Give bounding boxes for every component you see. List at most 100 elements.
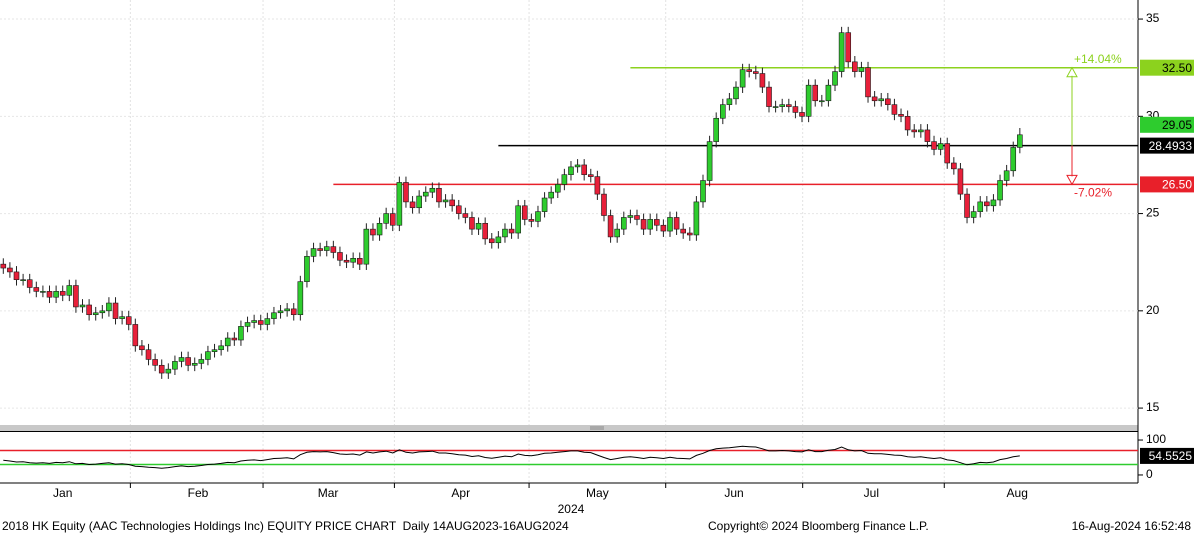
x-tick-label: May bbox=[586, 486, 609, 500]
panel-divider bbox=[0, 425, 1138, 431]
annotation: +14.04% bbox=[1074, 52, 1122, 66]
candle-body bbox=[911, 129, 918, 133]
candle-body bbox=[53, 291, 59, 298]
candle-body bbox=[766, 86, 772, 107]
candle-body bbox=[680, 228, 686, 234]
candle-body bbox=[739, 69, 746, 88]
x-tick-label: Mar bbox=[318, 486, 339, 500]
candle-body bbox=[284, 308, 290, 312]
candle-body bbox=[383, 213, 389, 224]
candle-body bbox=[46, 291, 53, 298]
candle-body bbox=[647, 219, 653, 230]
candle-body bbox=[753, 71, 759, 74]
candle-body bbox=[139, 345, 145, 351]
candle-body bbox=[409, 201, 416, 209]
candle-body bbox=[482, 222, 488, 240]
candle-body bbox=[587, 174, 594, 177]
annotation: -7.02% bbox=[1074, 186, 1112, 200]
candle-body bbox=[224, 337, 231, 347]
candle-body bbox=[528, 219, 535, 222]
candle-body bbox=[865, 67, 871, 98]
candle-body bbox=[251, 320, 257, 323]
candle-body bbox=[429, 187, 436, 193]
footer-left: 2018 HK Equity (AAC Technologies Holding… bbox=[2, 519, 569, 533]
candle-body bbox=[26, 279, 33, 288]
candle-body bbox=[158, 364, 165, 374]
candle-body bbox=[198, 359, 205, 364]
candle-body bbox=[73, 285, 79, 308]
last-value-label: 54.5525 bbox=[1149, 449, 1193, 463]
y-tick-label: 0 bbox=[1146, 467, 1153, 481]
candle-body bbox=[574, 164, 581, 168]
candle-body bbox=[356, 258, 363, 265]
candle-body bbox=[416, 195, 422, 209]
candle-body bbox=[693, 201, 700, 236]
candle-body bbox=[812, 84, 819, 102]
level-label-box bbox=[1140, 137, 1194, 154]
last-price-label: 29.05 bbox=[1162, 118, 1192, 132]
candle-body bbox=[660, 224, 667, 232]
candle-body bbox=[337, 252, 343, 261]
candle-body bbox=[1017, 134, 1023, 148]
candle-body bbox=[581, 164, 587, 175]
candle-body bbox=[832, 71, 838, 86]
candle-body bbox=[323, 246, 330, 251]
candle-body bbox=[304, 256, 310, 282]
candle-body bbox=[59, 291, 66, 296]
candle-body bbox=[185, 357, 191, 366]
candle-body bbox=[805, 84, 812, 117]
x-tick-label: Feb bbox=[188, 486, 209, 500]
candle-body bbox=[878, 98, 885, 102]
candle-body bbox=[455, 205, 462, 214]
candle-body bbox=[238, 326, 244, 341]
last-value-label-box bbox=[1140, 447, 1194, 464]
candle-body bbox=[931, 141, 937, 150]
candle-body bbox=[977, 201, 984, 212]
candle-body bbox=[7, 267, 13, 273]
candle-body bbox=[403, 182, 409, 203]
candle-body bbox=[713, 117, 720, 142]
x-tick-label: Jan bbox=[53, 486, 72, 500]
candle-body bbox=[521, 205, 528, 220]
candle-body bbox=[720, 104, 726, 119]
candle-body bbox=[627, 215, 634, 218]
candle-body bbox=[594, 176, 601, 195]
candle-body bbox=[620, 217, 627, 230]
candle-body bbox=[317, 248, 323, 251]
candle-body bbox=[20, 279, 26, 282]
candle-body bbox=[792, 106, 799, 113]
candle-body bbox=[838, 32, 845, 72]
candle-body bbox=[389, 213, 396, 226]
candle-body bbox=[944, 143, 951, 164]
candle-body bbox=[172, 361, 178, 370]
candle-body bbox=[706, 141, 713, 181]
candle-body bbox=[442, 199, 449, 203]
candle-body bbox=[106, 302, 112, 312]
candle-body bbox=[297, 281, 304, 316]
candle-body bbox=[277, 310, 284, 314]
candle-body bbox=[924, 129, 931, 142]
candle-body bbox=[495, 236, 502, 244]
candle-body bbox=[244, 322, 251, 327]
candle-body bbox=[350, 258, 356, 263]
candle-body bbox=[653, 219, 660, 226]
level-label: 28.4933 bbox=[1149, 139, 1193, 153]
candle-body bbox=[330, 246, 337, 253]
candle-body bbox=[891, 104, 898, 115]
candle-body bbox=[918, 129, 924, 133]
level-label: 26.50 bbox=[1162, 178, 1192, 192]
arrow-head bbox=[1066, 66, 1078, 78]
y-tick-label: 15 bbox=[1146, 400, 1160, 414]
candle-body bbox=[825, 84, 832, 102]
candle-body bbox=[475, 222, 482, 230]
candle-body bbox=[746, 69, 753, 72]
candle-body bbox=[422, 191, 429, 197]
candle-body bbox=[997, 180, 1003, 201]
candle-body bbox=[363, 228, 370, 265]
y-tick-label: 100 bbox=[1146, 432, 1166, 446]
arrow-head bbox=[1066, 174, 1078, 186]
level-label: 32.50 bbox=[1162, 61, 1192, 75]
candle-body bbox=[132, 324, 139, 347]
candle-body bbox=[640, 219, 647, 230]
